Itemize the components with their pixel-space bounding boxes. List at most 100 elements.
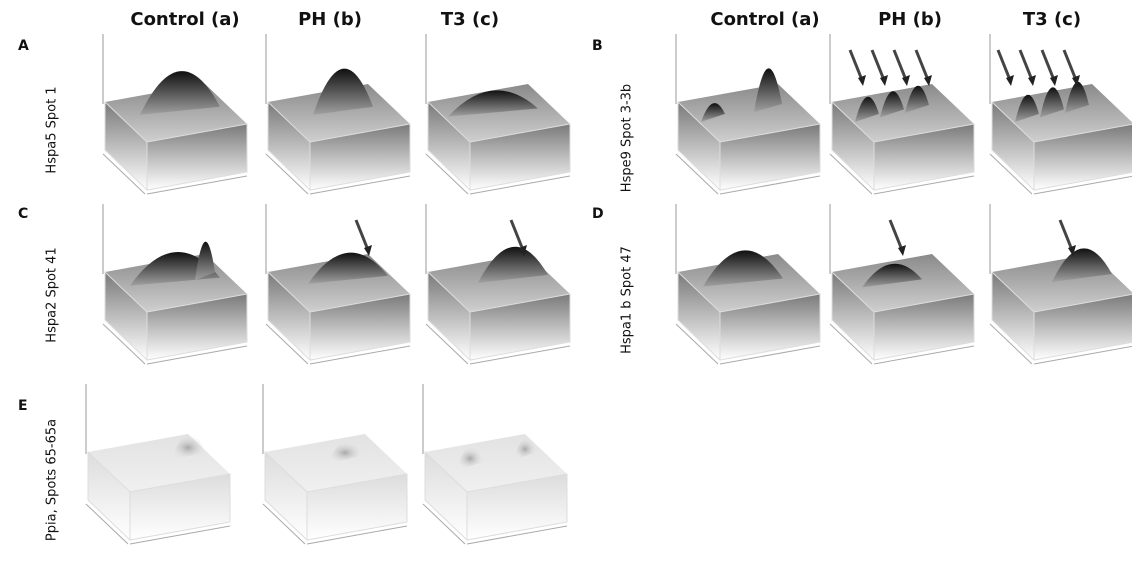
surface-peak bbox=[448, 90, 538, 117]
x-axis bbox=[873, 175, 975, 195]
y-axis bbox=[425, 153, 469, 195]
x-axis bbox=[469, 175, 571, 195]
surface-front bbox=[306, 473, 408, 541]
arrow-head bbox=[902, 75, 910, 86]
arrow-head bbox=[364, 245, 372, 256]
surface-front bbox=[719, 123, 821, 191]
surface-front bbox=[129, 473, 231, 541]
y-axis bbox=[262, 503, 306, 545]
y-axis bbox=[989, 323, 1033, 365]
arrow bbox=[914, 49, 930, 81]
arrow-head bbox=[1006, 75, 1014, 86]
arrow bbox=[870, 49, 886, 81]
arrow-head bbox=[519, 245, 527, 256]
y-axis bbox=[85, 503, 129, 545]
surface-peak bbox=[855, 96, 879, 122]
arrow bbox=[996, 49, 1012, 81]
row-label: Hspa1 b Spot 47 bbox=[620, 246, 635, 354]
surface-top bbox=[428, 84, 570, 142]
x-axis bbox=[146, 175, 248, 195]
surface-front bbox=[309, 123, 411, 191]
arrow bbox=[848, 49, 864, 81]
surface-front bbox=[309, 293, 411, 361]
x-axis bbox=[309, 175, 411, 195]
y-axis bbox=[989, 153, 1033, 195]
arrow-head bbox=[924, 75, 932, 86]
x-axis bbox=[306, 525, 408, 545]
x-axis bbox=[1033, 175, 1132, 195]
surface-peak bbox=[478, 246, 548, 283]
surface-front bbox=[469, 123, 571, 191]
arrow-head bbox=[1072, 75, 1080, 86]
panel-letter: E bbox=[18, 398, 28, 414]
arrow-head bbox=[880, 75, 888, 86]
surface-peak bbox=[170, 435, 206, 461]
surface-peak bbox=[308, 252, 388, 284]
arrow-head bbox=[898, 245, 906, 256]
surface-top bbox=[678, 84, 820, 142]
x-axis bbox=[469, 345, 571, 365]
surface-top bbox=[268, 84, 410, 142]
arrow-head bbox=[1028, 75, 1036, 86]
arrow bbox=[354, 219, 370, 251]
panel-letter: D bbox=[592, 206, 604, 222]
y-axis bbox=[675, 323, 719, 365]
panel-letter: C bbox=[18, 206, 28, 222]
arrow bbox=[509, 219, 525, 251]
x-axis bbox=[146, 345, 248, 365]
surface-front bbox=[469, 293, 571, 361]
row-label: Hspa5 Spot 1 bbox=[45, 86, 60, 173]
surface-peak bbox=[905, 85, 929, 113]
row-label: Ppia, Spots 65-65a bbox=[45, 419, 60, 541]
row-label: Hspa2 Spot 41 bbox=[45, 247, 60, 342]
surface-top bbox=[678, 254, 820, 312]
surface-front bbox=[146, 293, 248, 361]
y-axis bbox=[265, 153, 309, 195]
arrow-head bbox=[858, 75, 866, 86]
surface-front bbox=[873, 293, 975, 361]
surface-peak bbox=[880, 91, 904, 118]
arrow-head bbox=[1068, 245, 1076, 256]
column-header: Control (a) bbox=[130, 9, 239, 30]
x-axis bbox=[309, 345, 411, 365]
column-header: PH (b) bbox=[298, 9, 362, 30]
y-axis bbox=[425, 323, 469, 365]
surface-peak bbox=[862, 263, 922, 288]
surface-peak bbox=[313, 68, 373, 115]
row-label: Hspe9 Spot 3-3b bbox=[620, 84, 635, 192]
surface-peak bbox=[140, 71, 220, 115]
surface-peak bbox=[703, 250, 783, 287]
y-axis bbox=[102, 153, 146, 195]
x-axis bbox=[129, 525, 231, 545]
y-axis bbox=[102, 323, 146, 365]
surface-front bbox=[146, 123, 248, 191]
x-axis bbox=[873, 345, 975, 365]
y-axis bbox=[829, 153, 873, 195]
surface-front bbox=[873, 123, 975, 191]
arrow-head bbox=[1050, 75, 1058, 86]
x-axis bbox=[466, 525, 568, 545]
surface-front bbox=[1033, 293, 1132, 361]
surface-peak bbox=[1065, 81, 1089, 113]
surface-peak bbox=[195, 241, 215, 281]
y-axis bbox=[829, 323, 873, 365]
arrow bbox=[1062, 49, 1078, 81]
surface-front bbox=[466, 473, 568, 541]
surface-peak bbox=[1040, 87, 1064, 118]
surface-peak bbox=[513, 437, 537, 461]
surface-peak bbox=[1015, 94, 1039, 122]
arrow bbox=[1018, 49, 1034, 81]
arrow bbox=[1058, 219, 1074, 251]
surface-top bbox=[832, 254, 974, 312]
panel-letter: B bbox=[592, 38, 603, 54]
surface-top bbox=[265, 434, 407, 492]
surface-front bbox=[1033, 123, 1132, 191]
x-axis bbox=[719, 345, 821, 365]
x-axis bbox=[1033, 345, 1132, 365]
surface-peak bbox=[327, 441, 363, 464]
arrow bbox=[1040, 49, 1056, 81]
panel-letter: A bbox=[18, 38, 29, 54]
surface-peak bbox=[701, 103, 725, 122]
